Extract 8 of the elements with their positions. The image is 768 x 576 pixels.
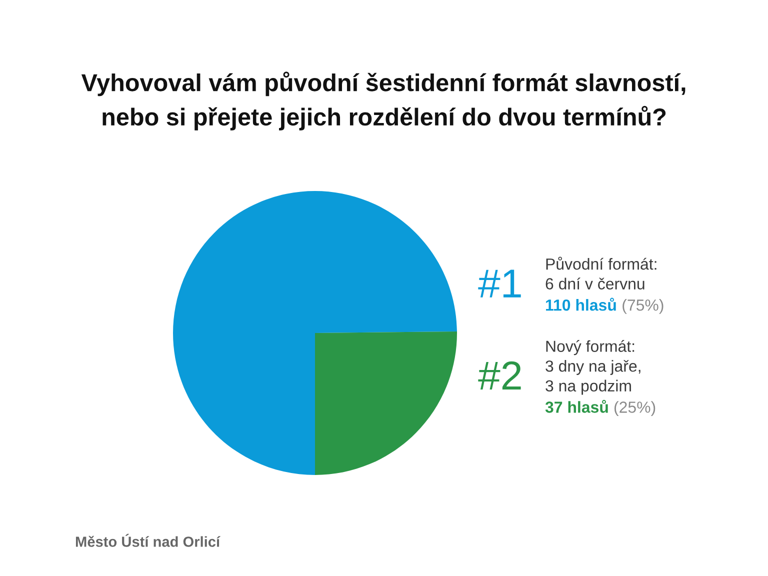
chart-title: Vyhovoval vám původní šestidenní formát slavností, nebo si přejete jejich rozdělení do dvou termínů? bbox=[81, 72, 686, 130]
text: Město Ústí nad Orlicí bbox=[76, 534, 220, 547]
slice-label: Původní formát: 6 dní v červnu bbox=[546, 256, 656, 290]
slice-label: Nový formát: 3 dny na jaře, 3 na podzim bbox=[546, 340, 640, 395]
text: #1 bbox=[478, 270, 521, 298]
data-label: 37 hlasů (25%) bbox=[545, 400, 656, 416]
text: #2 bbox=[478, 361, 521, 390]
data-label: 110 hlasů (75%) bbox=[546, 298, 664, 314]
